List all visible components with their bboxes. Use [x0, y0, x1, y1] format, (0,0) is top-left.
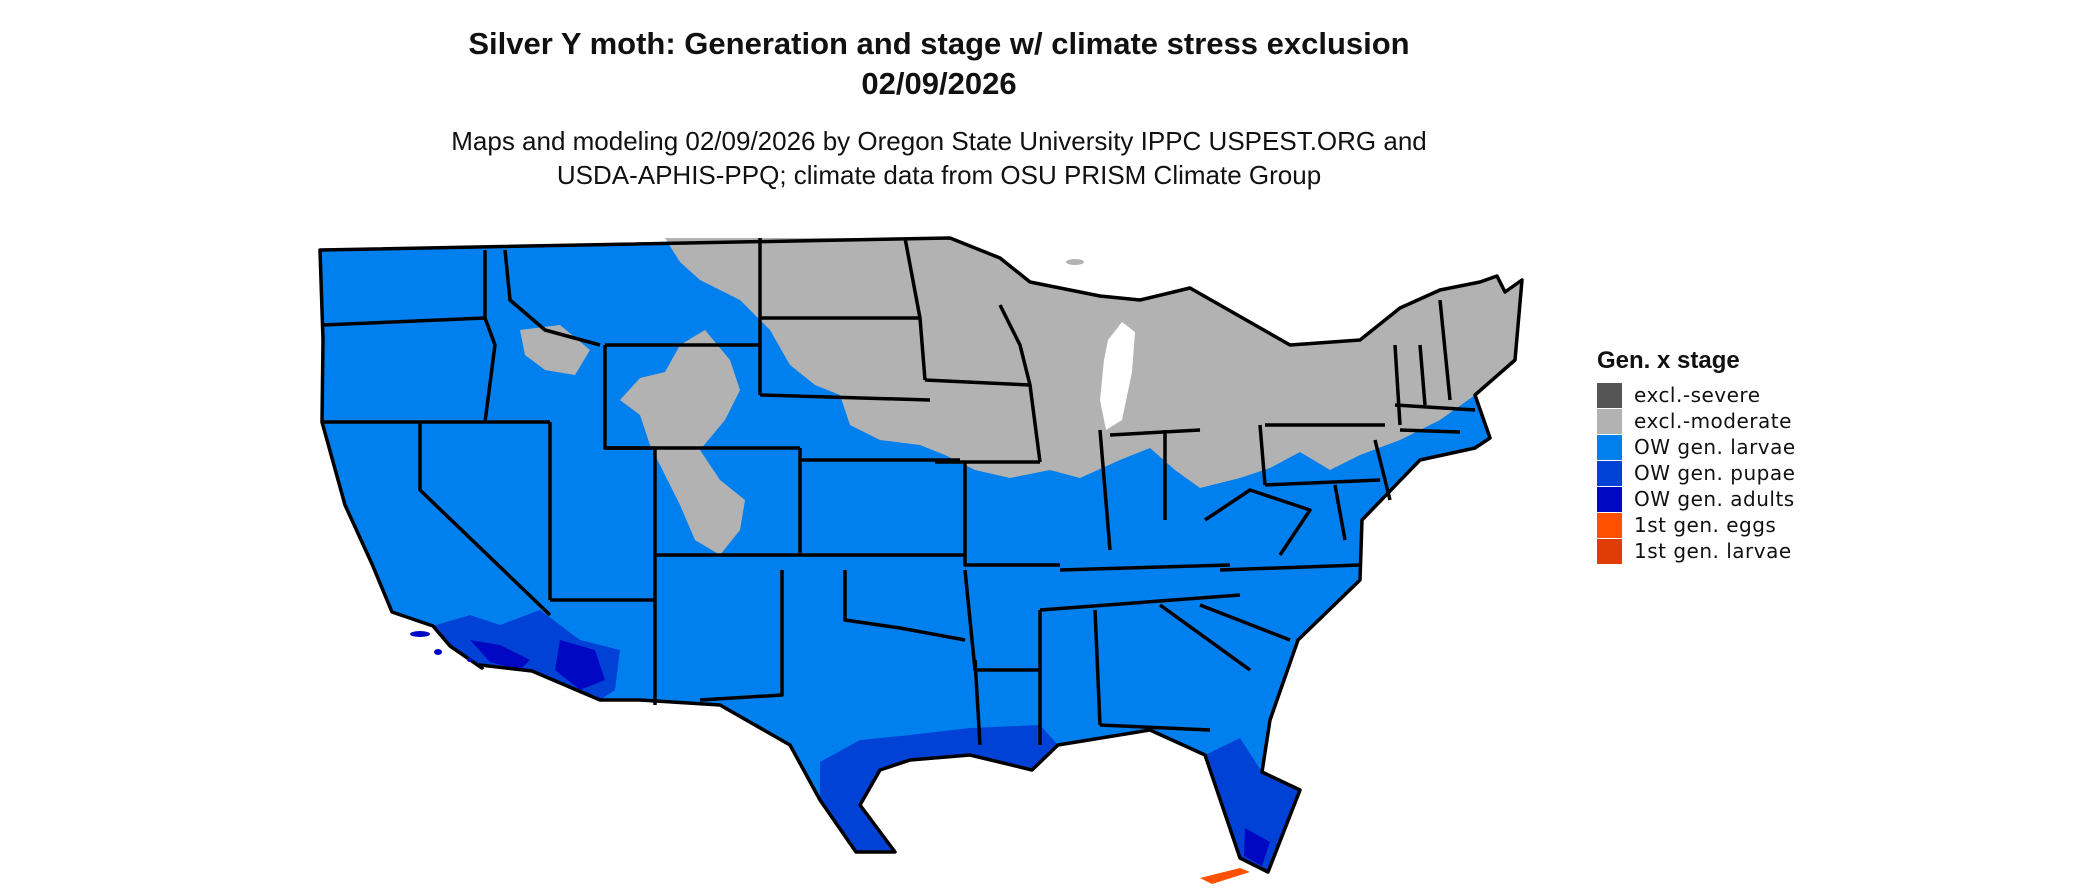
map-title-date: 02/09/2026 [861, 66, 1017, 101]
legend-item: excl.-moderate [1597, 408, 1796, 434]
excl-rocky-mountains-region [620, 330, 745, 555]
border-al-ga [1093, 609, 1102, 726]
legend-item: OW gen. larvae [1597, 434, 1796, 460]
legend-swatch [1597, 434, 1622, 460]
border-ok-tx [843, 570, 966, 642]
border-ny-ne [1393, 344, 1402, 426]
map-title-line1: Silver Y moth: Generation and stage w/ c… [468, 26, 1410, 61]
border-wa-or [322, 316, 486, 327]
legend-item: OW gen. adults [1597, 486, 1796, 512]
legend-label: OW gen. adults [1634, 487, 1795, 511]
legend-label: 1st gen. larvae [1634, 539, 1792, 563]
legend-label: excl.-moderate [1634, 409, 1792, 433]
adults-south-florida-region [1244, 828, 1270, 866]
lake-island [1175, 315, 1185, 321]
border-mn-ia [924, 378, 1031, 387]
legend-swatch [1597, 486, 1622, 512]
great-lakes-islands [1066, 259, 1185, 321]
legend-swatch [1597, 512, 1622, 538]
legend-swatch [1597, 382, 1622, 408]
border-ca-nv [418, 422, 552, 617]
isle-royale [1066, 259, 1084, 265]
border-id-mt [503, 249, 601, 347]
legend-item: 1st gen. larvae [1597, 538, 1796, 564]
legend-label: excl.-severe [1634, 383, 1761, 407]
adults-arizona-region [555, 640, 605, 690]
border-wi [998, 304, 1042, 463]
border-nm-tx [699, 570, 784, 702]
border-ma [1394, 403, 1476, 412]
legend-swatch [1597, 538, 1622, 564]
legend-items: excl.-severe excl.-moderate OW gen. larvae… [1597, 382, 1796, 564]
legend-swatch [1597, 408, 1622, 434]
channel-island-2 [434, 649, 442, 655]
border-mi-oh [1109, 428, 1201, 437]
state-borders [318, 236, 1524, 874]
map-subtitle-line1: Maps and modeling 02/09/2026 by Oregon S… [451, 126, 1427, 156]
legend-label: OW gen. larvae [1634, 435, 1796, 459]
channel-island-3 [467, 658, 473, 662]
border-vt-nh [1418, 344, 1427, 406]
ow-adults-regions [470, 640, 1270, 866]
legend-title: Gen. x stage [1597, 347, 1740, 374]
border-pa-south [1264, 478, 1381, 487]
legend-item: excl.-severe [1597, 382, 1796, 408]
border-sd-ne [759, 393, 931, 402]
border-oh-pa [1258, 424, 1267, 486]
legend-label: 1st gen. eggs [1634, 513, 1777, 537]
map-legend: Gen. x stage excl.-severe excl.-moderate O… [1597, 346, 1796, 564]
legend-item: 1st gen. eggs [1597, 512, 1796, 538]
coastal-islands [410, 631, 473, 662]
legend-label: OW gen. pupae [1634, 461, 1796, 485]
lake-michigan [1100, 322, 1135, 430]
border-nc-sc [1199, 603, 1291, 642]
map-title: Silver Y moth: Generation and stage w/ c… [0, 24, 1878, 104]
map-subtitle: Maps and modeling 02/09/2026 by Oregon S… [0, 124, 1878, 192]
border-ga-sc [1158, 603, 1252, 672]
pupae-gulf-coast-region [820, 725, 1058, 852]
border-ga-fl [1099, 723, 1211, 732]
map-subtitle-line2: USDA-APHIS-PPQ; climate data from OSU PR… [556, 160, 1322, 190]
border-nj [1373, 439, 1392, 501]
border-ct-ri [1399, 428, 1461, 434]
border-id-or [483, 317, 497, 423]
border-ky-tn [1059, 563, 1231, 572]
legend-swatch [1597, 460, 1622, 486]
channel-island-1 [410, 631, 430, 637]
border-il-in [1098, 429, 1112, 551]
us-map [318, 236, 1524, 884]
border-la-tx [973, 659, 982, 746]
first-gen-eggs-keys [1200, 868, 1250, 884]
border-mo-east [963, 462, 1060, 567]
border-wv [1204, 488, 1312, 556]
pupae-florida-region [1205, 738, 1300, 872]
legend-item: OW gen. pupae [1597, 460, 1796, 486]
national-outline [318, 236, 1524, 874]
border-de-md [1333, 484, 1347, 541]
border-tn-south [1039, 593, 1241, 612]
border-nh-me [1438, 299, 1452, 401]
border-dakotas-mn [903, 237, 927, 381]
adults-socal-region [470, 640, 530, 670]
border-va-nc [1219, 563, 1361, 572]
